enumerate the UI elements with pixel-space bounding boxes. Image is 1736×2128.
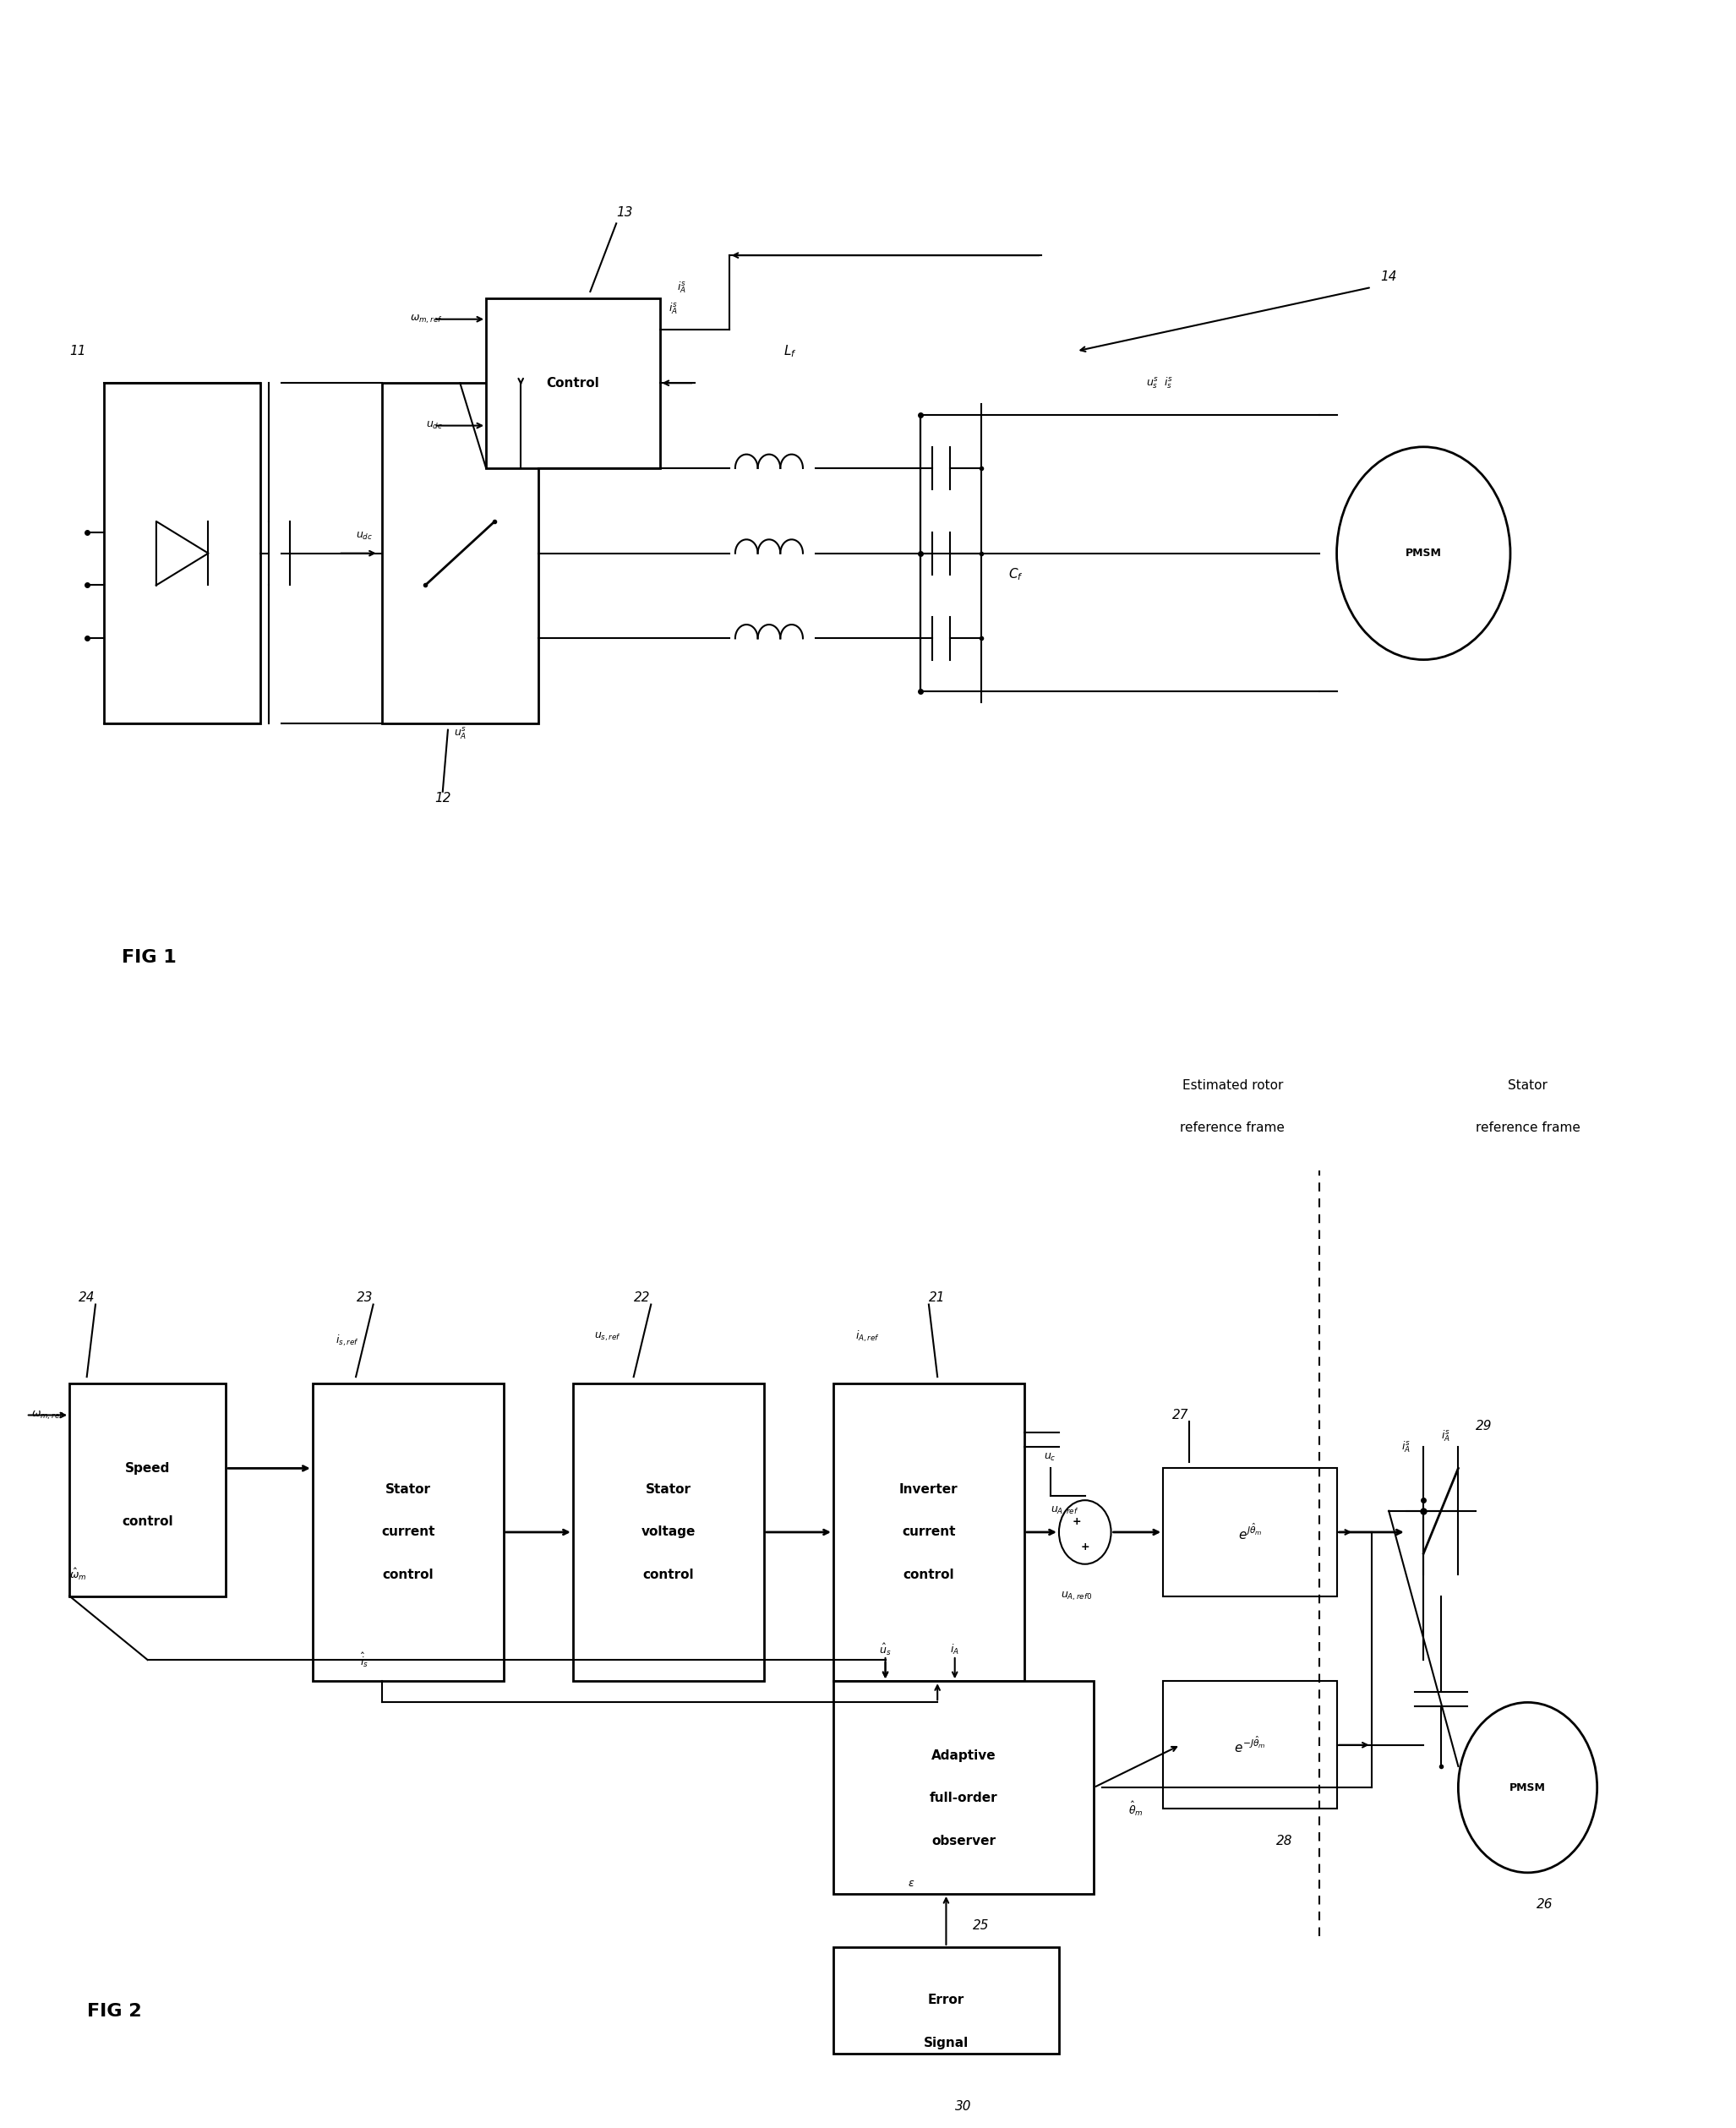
Text: full-order: full-order	[929, 1792, 998, 1805]
Text: 11: 11	[69, 345, 87, 358]
Text: $C_f$: $C_f$	[1009, 566, 1023, 583]
Text: observer: observer	[930, 1834, 996, 1847]
Text: $i_A^s$: $i_A^s$	[677, 281, 686, 294]
Text: Control: Control	[547, 377, 599, 389]
Text: 25: 25	[972, 1919, 990, 1932]
FancyBboxPatch shape	[312, 1383, 503, 1681]
Text: control: control	[642, 1568, 694, 1581]
Text: $i_A^s$: $i_A^s$	[668, 302, 677, 315]
Text: $u_{dc}$: $u_{dc}$	[425, 419, 443, 432]
Text: 29: 29	[1476, 1419, 1493, 1432]
Text: 27: 27	[1172, 1409, 1189, 1422]
Text: Estimated rotor: Estimated rotor	[1182, 1079, 1283, 1092]
Text: Error: Error	[927, 1994, 965, 2007]
Text: reference frame: reference frame	[1476, 1121, 1580, 1134]
Text: Stator: Stator	[646, 1483, 691, 1496]
FancyBboxPatch shape	[833, 1681, 1094, 1894]
Text: $\omega_{m,ref}$: $\omega_{m,ref}$	[31, 1409, 64, 1422]
Text: $e^{J\hat{\theta}_m}$: $e^{J\hat{\theta}_m}$	[1238, 1522, 1262, 1543]
Text: Adaptive: Adaptive	[930, 1749, 996, 1762]
Text: 22: 22	[634, 1292, 651, 1304]
Text: Speed: Speed	[125, 1462, 170, 1475]
Text: current: current	[903, 1526, 955, 1539]
Text: $\hat{\omega}_m$: $\hat{\omega}_m$	[69, 1566, 87, 1583]
Text: $\hat{\theta}_m$: $\hat{\theta}_m$	[1128, 1800, 1144, 1817]
Text: $i_A$: $i_A$	[950, 1643, 960, 1656]
FancyBboxPatch shape	[1163, 1681, 1337, 1809]
Text: $\hat{i}_s$: $\hat{i}_s$	[361, 1651, 368, 1668]
Text: Inverter: Inverter	[899, 1483, 958, 1496]
Text: Signal: Signal	[924, 2036, 969, 2049]
Text: $i_A^s$: $i_A^s$	[1441, 1430, 1450, 1443]
Text: $u_{A,ref}$: $u_{A,ref}$	[1050, 1504, 1078, 1517]
Text: 28: 28	[1276, 1834, 1293, 1847]
Text: $L_f$: $L_f$	[783, 343, 797, 360]
Text: FIG 2: FIG 2	[87, 2002, 141, 2019]
Text: 24: 24	[78, 1292, 95, 1304]
Text: $\hat{u}_s$: $\hat{u}_s$	[878, 1641, 892, 1658]
Text: FIG 1: FIG 1	[122, 949, 177, 966]
Text: 23: 23	[356, 1292, 373, 1304]
Text: reference frame: reference frame	[1180, 1121, 1285, 1134]
FancyBboxPatch shape	[69, 1383, 226, 1596]
Text: Stator: Stator	[385, 1483, 431, 1496]
Text: +: +	[1071, 1515, 1082, 1528]
Text: 26: 26	[1536, 1898, 1554, 1911]
FancyBboxPatch shape	[1163, 1468, 1337, 1596]
Text: PMSM: PMSM	[1510, 1781, 1545, 1794]
Text: $i_A^s$: $i_A^s$	[1401, 1441, 1411, 1453]
Text: +: +	[1080, 1541, 1090, 1553]
Text: $i_{A,ref}$: $i_{A,ref}$	[856, 1330, 880, 1343]
FancyBboxPatch shape	[486, 298, 660, 468]
Text: $u_c$: $u_c$	[1043, 1451, 1057, 1464]
Text: $\omega_{m,ref}$: $\omega_{m,ref}$	[410, 313, 443, 326]
Text: 14: 14	[1380, 270, 1397, 283]
Text: $u_{s,ref}$: $u_{s,ref}$	[594, 1330, 621, 1343]
Text: $i_{s,ref}$: $i_{s,ref}$	[335, 1334, 359, 1347]
Text: voltage: voltage	[641, 1526, 696, 1539]
Text: $u_{A,ref0}$: $u_{A,ref0}$	[1061, 1590, 1092, 1602]
Text: 12: 12	[434, 792, 451, 804]
Text: 30: 30	[955, 2100, 972, 2113]
FancyBboxPatch shape	[573, 1383, 764, 1681]
FancyBboxPatch shape	[833, 1383, 1024, 1681]
FancyBboxPatch shape	[104, 383, 260, 724]
Text: current: current	[382, 1526, 434, 1539]
Text: $u_A^s$: $u_A^s$	[453, 728, 467, 741]
Text: 13: 13	[616, 206, 634, 219]
FancyBboxPatch shape	[382, 383, 538, 724]
Text: $u_{dc}$: $u_{dc}$	[356, 530, 373, 543]
Text: control: control	[903, 1568, 955, 1581]
FancyBboxPatch shape	[833, 1947, 1059, 2054]
Text: control: control	[382, 1568, 434, 1581]
Text: 21: 21	[929, 1292, 946, 1304]
Text: $\varepsilon$: $\varepsilon$	[908, 1877, 915, 1890]
Text: control: control	[122, 1515, 174, 1528]
Text: $e^{-J\hat{\theta}_m}$: $e^{-J\hat{\theta}_m}$	[1234, 1734, 1266, 1756]
Text: PMSM: PMSM	[1406, 547, 1441, 560]
Text: $u_s^s$  $i_s^s$: $u_s^s$ $i_s^s$	[1146, 377, 1174, 389]
Text: Stator: Stator	[1509, 1079, 1547, 1092]
